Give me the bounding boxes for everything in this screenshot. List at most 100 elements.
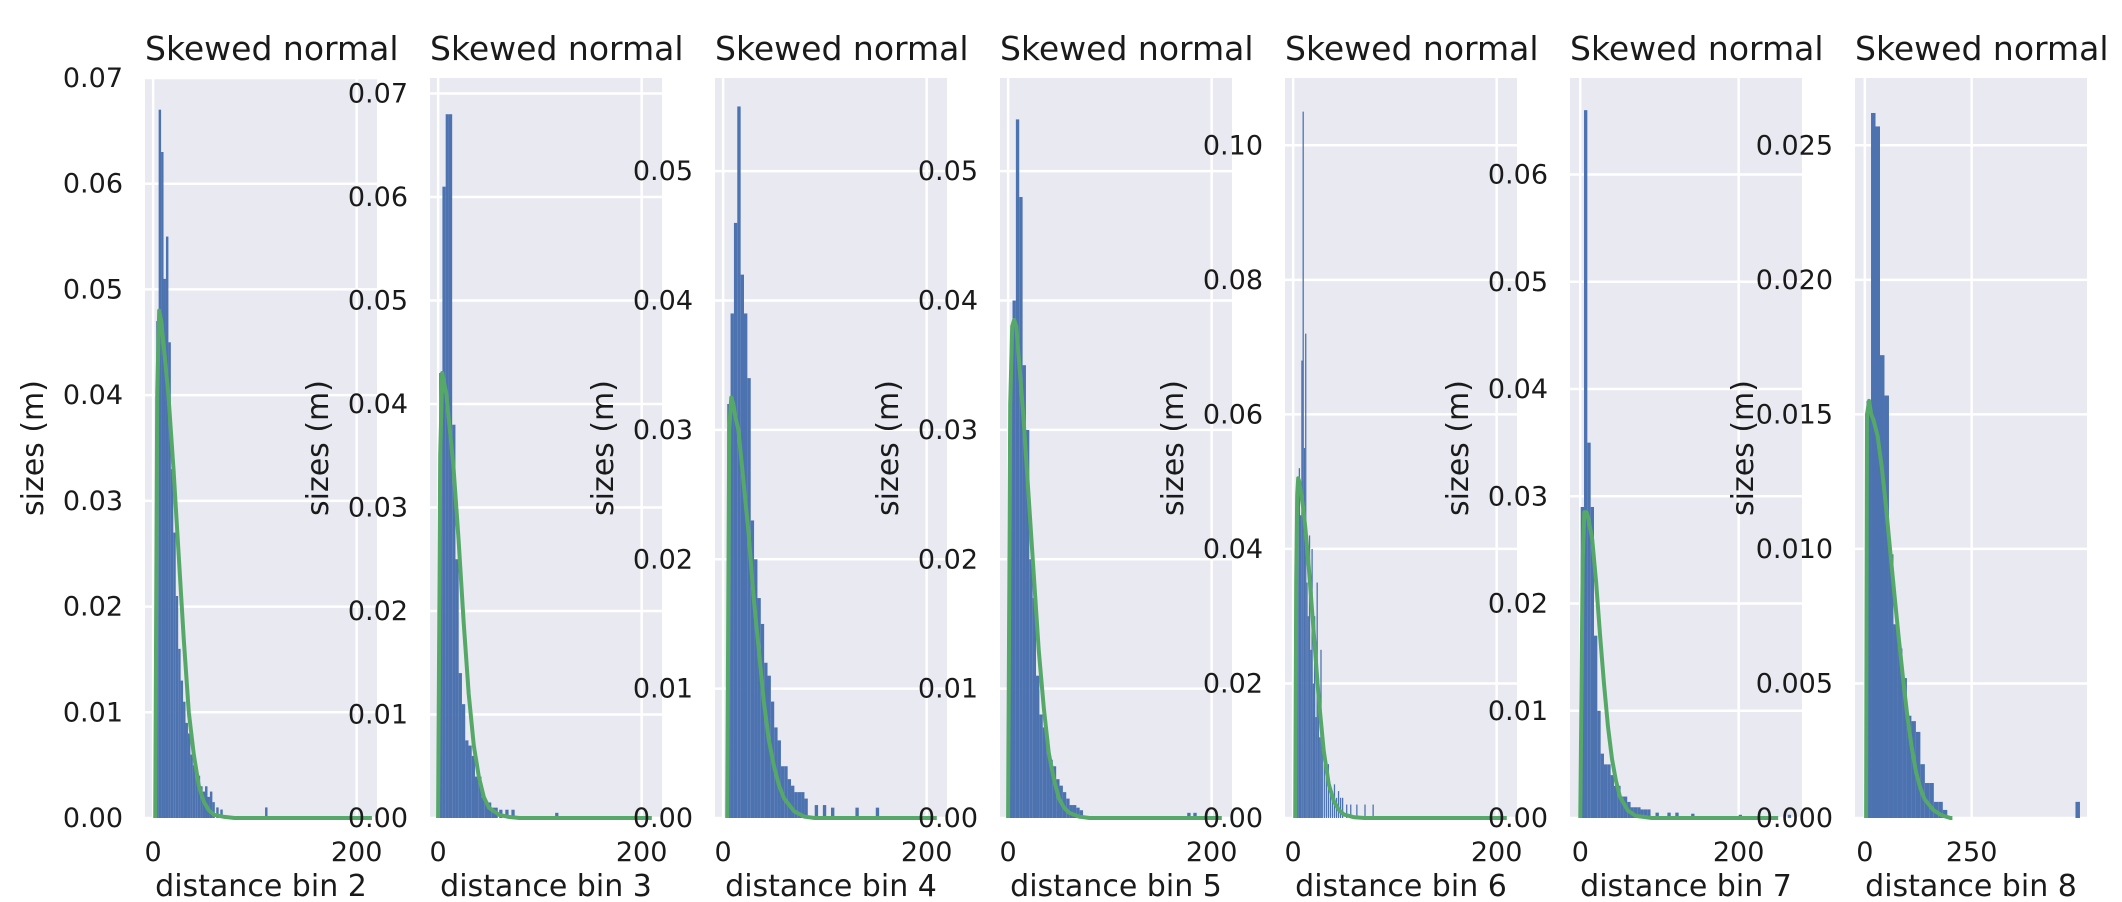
subplot-title: Skewed normal	[1570, 29, 1824, 68]
fit-curve-line	[1006, 317, 1222, 820]
fit-curve-line	[436, 371, 652, 820]
histogram-bar	[1337, 791, 1340, 818]
histogram-bar	[183, 701, 186, 818]
histogram-bar	[442, 186, 446, 818]
y-tick-label: 0.05	[63, 274, 123, 305]
fit-curve-line	[1293, 476, 1507, 820]
subplot-title: Skewed normal	[715, 29, 969, 68]
y-tick-label: 0.07	[63, 63, 123, 94]
y-tick-label: 0.02	[63, 592, 123, 623]
y-tick-label: 0.000	[1756, 803, 1833, 834]
x-tick-label: 200	[616, 837, 668, 868]
histogram-bar	[1942, 809, 1948, 818]
y-tick-label: 0.010	[1756, 534, 1833, 565]
histogram-bar	[1193, 812, 1197, 818]
histogram-bar	[1066, 798, 1070, 818]
histogram-bar	[760, 623, 765, 818]
y-tick-label: 0.01	[348, 700, 408, 731]
y-tick-label: 0.00	[633, 803, 693, 834]
histogram-bar	[180, 680, 184, 818]
histogram-bar	[197, 775, 201, 818]
histogram-bar	[1039, 714, 1043, 818]
histogram-bar	[1675, 812, 1679, 818]
histogram-bar	[855, 807, 859, 818]
x-tick-label: 0	[1856, 837, 1873, 868]
histogram-bar	[1187, 812, 1191, 818]
y-tick-label: 0.10	[1203, 130, 1263, 161]
histogram-bar	[1655, 812, 1659, 818]
histogram-bar	[1321, 750, 1323, 818]
y-axis-label: sizes (m)	[16, 380, 51, 516]
y-axis-label: sizes (m)	[586, 380, 621, 516]
histogram-bar	[178, 648, 181, 818]
histogram-bar	[1079, 810, 1084, 818]
y-tick-label: 0.05	[348, 286, 408, 317]
y-tick-label: 0.00	[918, 803, 978, 834]
histogram-bar	[187, 733, 191, 818]
histogram-bar	[1610, 775, 1614, 818]
histogram-bar	[1312, 683, 1314, 818]
histogram-bar	[1052, 766, 1057, 818]
histogram-bar	[465, 740, 469, 818]
histogram-bar	[185, 722, 188, 818]
x-tick-label: 200	[901, 837, 953, 868]
histogram-bar	[195, 775, 198, 818]
histogram-bar	[1325, 777, 1327, 818]
histogram-bar	[1302, 111, 1304, 819]
histogram-bar	[1593, 635, 1598, 818]
histogram-bar	[452, 424, 456, 818]
histogram-bar	[1315, 717, 1317, 818]
x-tick-label: 200	[1471, 837, 1523, 868]
y-tick-label: 0.00	[1488, 803, 1548, 834]
y-tick-label: 0.025	[1756, 130, 1833, 161]
histogram-bar	[733, 222, 738, 818]
histogram-bar	[1597, 710, 1601, 818]
histogram-bar	[1620, 796, 1624, 818]
histogram-bar	[1897, 648, 1903, 818]
subplot-5: 0.00 0.02 0.04 0.06 0.08 0.10 0 200 Skewed norma…	[1156, 29, 1539, 902]
histogram-bar	[445, 114, 449, 819]
histogram-bar	[744, 313, 748, 818]
histogram-bar	[1603, 764, 1608, 818]
histogram-bar	[1297, 515, 1299, 818]
histogram-bar	[455, 559, 459, 818]
x-axis-label: distance bin 3	[440, 869, 652, 902]
histogram-bar	[175, 596, 179, 818]
histogram-bar	[747, 378, 751, 818]
y-tick-label: 0.005	[1756, 668, 1833, 699]
histogram-bar	[1331, 791, 1334, 818]
histogram-bar	[1637, 807, 1641, 818]
y-tick-label: 0.00	[1203, 803, 1263, 834]
histogram-bar	[801, 792, 805, 818]
y-tick-label: 0.06	[1203, 399, 1263, 430]
histogram-bar	[1323, 764, 1325, 818]
x-tick-label: 0	[1285, 837, 1302, 868]
y-tick-label: 0.01	[63, 697, 123, 728]
histogram-bar	[1327, 764, 1330, 818]
y-axis-label: sizes (m)	[871, 380, 906, 516]
x-tick-label: 0	[430, 837, 447, 868]
histogram-bar	[831, 807, 835, 818]
histogram-bar	[478, 776, 482, 818]
histogram-bar	[1640, 809, 1644, 818]
subplot-7: 0.000 0.005 0.010 0.015 0.020 0.025 0 250 Skewed…	[1726, 29, 2109, 902]
y-tick-label: 0.04	[63, 380, 123, 411]
x-axis-label: distance bin 4	[725, 869, 937, 902]
histogram-bar	[1329, 784, 1332, 818]
histogram-bar	[1314, 616, 1316, 818]
histogram-bar	[1929, 783, 1934, 818]
histogram-bar	[1879, 355, 1885, 818]
y-tick-label: 0.02	[1203, 668, 1263, 699]
fit-curve-line	[1578, 510, 1779, 820]
histogram-bar	[1341, 797, 1344, 818]
histogram-bar	[1046, 740, 1050, 818]
histogram-bar	[448, 114, 453, 819]
subplot-2: 0.00 0.01 0.02 0.03 0.04 0.05 0.06 0.07 0 200 Skew…	[301, 29, 684, 902]
histogram-bar	[1866, 400, 1872, 818]
x-tick-label: 200	[1186, 837, 1238, 868]
histogram-bar	[1311, 548, 1313, 818]
histogram-bar	[1787, 814, 1792, 818]
histogram-bar	[1036, 675, 1040, 818]
histogram-bar	[170, 469, 174, 818]
